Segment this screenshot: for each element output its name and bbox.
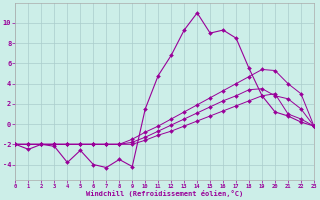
- X-axis label: Windchill (Refroidissement éolien,°C): Windchill (Refroidissement éolien,°C): [86, 190, 243, 197]
